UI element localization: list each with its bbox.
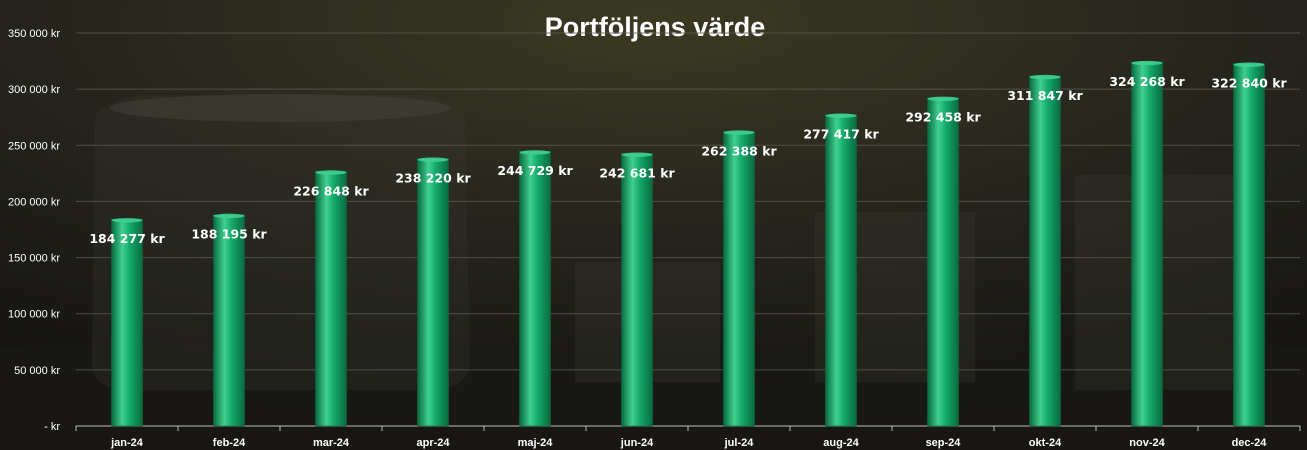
bar: [723, 131, 755, 427]
x-tick-label: jun-24: [620, 437, 654, 449]
x-tick-label: aug-24: [823, 437, 859, 449]
y-tick-label: 350 000 kr: [8, 28, 60, 40]
chart-title: Portföljens värde: [545, 12, 766, 42]
data-label: 184 277 kr: [89, 231, 165, 246]
bar: [417, 158, 449, 427]
bar-aug-24: [825, 113, 857, 427]
data-label: 262 388 kr: [701, 143, 777, 158]
bar: [1029, 75, 1061, 427]
data-labels: 184 277 kr 188 195 kr 226 848 kr 238 220 kr…: [89, 74, 1287, 246]
x-tick-label: okt-24: [1029, 437, 1062, 449]
bar-top-highlight: [1233, 62, 1265, 67]
bar: [315, 170, 347, 427]
data-label: 244 729 kr: [497, 163, 573, 178]
bar-jan-24: [111, 218, 143, 427]
bar-top-highlight: [825, 113, 857, 118]
bar-sep-24: [927, 96, 959, 427]
y-tick-label: 250 000 kr: [8, 140, 60, 152]
bar-okt-24: [1029, 74, 1061, 427]
y-tick-label: - kr: [44, 421, 60, 433]
bar-maj-24: [519, 150, 551, 427]
data-label: 311 847 kr: [1007, 88, 1083, 103]
y-tick-label: 200 000 kr: [8, 196, 60, 208]
bar-top-highlight: [1131, 60, 1163, 66]
x-axis-tick-labels: jan-24 feb-24 mar-24 apr-24 maj-24 jun-24 jul-…: [110, 437, 1267, 449]
bar-feb-24: [213, 213, 245, 427]
x-tick-label: nov-24: [1129, 437, 1165, 449]
data-label: 277 417 kr: [803, 127, 879, 142]
y-axis-tick-labels: - kr 50 000 kr 100 000 kr 150 000 kr 200 000…: [8, 28, 60, 433]
y-tick-label: 300 000 kr: [8, 84, 60, 96]
bar-top-highlight: [621, 152, 653, 157]
bar: [111, 218, 143, 427]
bar-top-highlight: [111, 218, 143, 223]
bar-top-highlight: [1029, 74, 1061, 80]
data-label: 322 840 kr: [1211, 75, 1287, 90]
bar-top-highlight: [417, 157, 449, 162]
bar-jun-24: [621, 152, 653, 427]
bar: [825, 114, 857, 427]
bar-top-highlight: [519, 150, 551, 155]
bar: [1233, 63, 1265, 427]
bar-apr-24: [417, 157, 449, 427]
x-tick-label: mar-24: [313, 437, 350, 449]
bar: [519, 150, 551, 427]
bar-top-highlight: [723, 130, 755, 135]
x-tick-label: apr-24: [416, 437, 450, 449]
y-tick-label: 50 000 kr: [14, 365, 60, 377]
gridlines: [75, 32, 1301, 431]
bars: [111, 60, 1265, 427]
bar-dec-24: [1233, 62, 1265, 427]
data-label: 188 195 kr: [191, 227, 267, 242]
x-tick-label: maj-24: [518, 437, 554, 449]
data-label: 324 268 kr: [1109, 74, 1185, 89]
data-label: 292 458 kr: [905, 110, 981, 125]
data-label: 226 848 kr: [293, 183, 369, 198]
y-tick-label: 100 000 kr: [8, 309, 60, 321]
y-tick-label: 150 000 kr: [8, 253, 60, 265]
x-tick-label: jan-24: [110, 437, 144, 449]
bar: [1131, 61, 1163, 427]
bar: [621, 153, 653, 427]
x-tick-label: feb-24: [213, 437, 246, 449]
bar-top-highlight: [927, 96, 959, 102]
data-label: 238 220 kr: [395, 171, 471, 186]
bar-mar-24: [315, 170, 347, 427]
x-tick-label: jul-24: [724, 437, 755, 449]
x-tick-label: sep-24: [926, 437, 962, 449]
bar-nov-24: [1131, 60, 1163, 427]
bar-jul-24: [723, 130, 755, 427]
bar: [927, 97, 959, 427]
data-label: 242 681 kr: [599, 166, 675, 181]
bar-top-highlight: [315, 170, 347, 175]
bar: [213, 214, 245, 427]
bar-top-highlight: [213, 213, 245, 219]
x-tick-label: dec-24: [1232, 437, 1268, 449]
